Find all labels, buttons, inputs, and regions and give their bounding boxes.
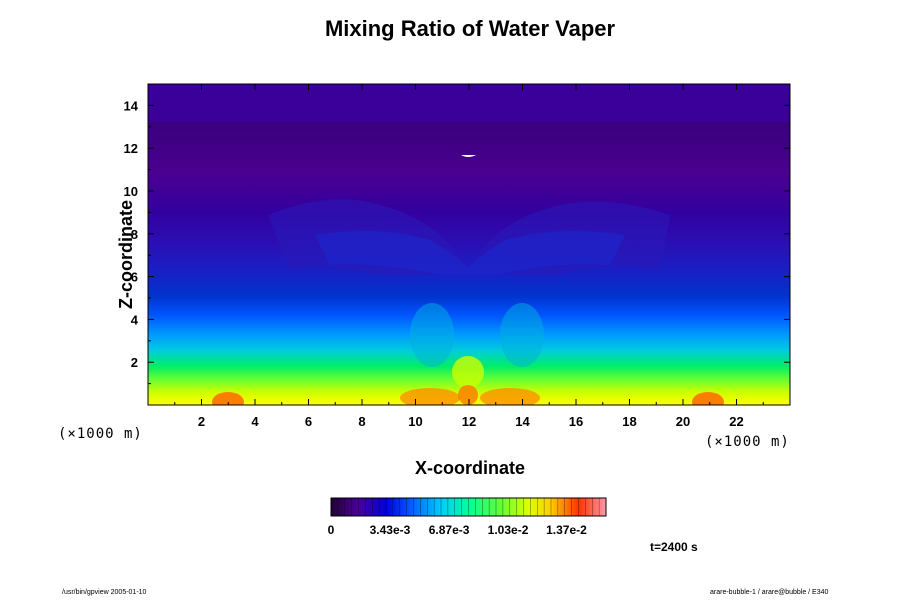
x-tick-label: 10 bbox=[408, 414, 422, 429]
x-tick-label: 8 bbox=[358, 414, 365, 429]
y-axis-ticks: 2 4 6 8 10 12 14 bbox=[124, 98, 790, 385]
colorbar-labels: 0 3.43e-3 6.87e-3 1.03e-2 1.37e-2 bbox=[328, 523, 587, 537]
y-tick-label: 2 bbox=[131, 355, 138, 370]
heatmap-field bbox=[148, 84, 790, 405]
y-tick-label: 12 bbox=[124, 141, 138, 156]
footer-left: /usr/bin/gpview 2005-01-10 bbox=[62, 589, 147, 596]
y-tick-label: 8 bbox=[131, 227, 138, 242]
x-tick-label: 4 bbox=[251, 414, 259, 429]
colorbar-tick-label: 1.37e-2 bbox=[546, 523, 587, 537]
colorbar-divisions bbox=[337, 498, 600, 516]
chart-title: Mixing Ratio of Water Vaper bbox=[324, 16, 616, 41]
colorbar-frame bbox=[330, 497, 607, 517]
footer-right: arare-bubble-1 / arare@bubble / E340 bbox=[710, 589, 829, 596]
x-tick-label: 6 bbox=[305, 414, 312, 429]
x-tick-label: 18 bbox=[622, 414, 636, 429]
x-tick-label: 12 bbox=[462, 414, 476, 429]
y-tick-label: 10 bbox=[124, 184, 138, 199]
colorbar-tick-label: 6.87e-3 bbox=[429, 523, 470, 537]
colorbar-tick-label: 0 bbox=[328, 523, 335, 537]
x-unit-label: (×1000 m) bbox=[705, 434, 790, 450]
x-tick-label: 2 bbox=[198, 414, 205, 429]
x-tick-label: 14 bbox=[515, 414, 530, 429]
x-axis-ticks: 2 4 6 8 10 12 14 16 18 20 22 bbox=[174, 84, 764, 429]
x-tick-label: 16 bbox=[569, 414, 583, 429]
y-axis-label: Z-coordinate bbox=[116, 199, 137, 310]
x-tick-label: 22 bbox=[729, 414, 743, 429]
colorbar-tick-label: 1.03e-2 bbox=[488, 523, 529, 537]
y-tick-label: 4 bbox=[131, 312, 139, 327]
z-unit-label: (×1000 m) bbox=[58, 426, 143, 442]
y-tick-label: 14 bbox=[124, 98, 139, 113]
colorbar-tick-label: 3.43e-3 bbox=[370, 523, 411, 537]
x-tick-label: 20 bbox=[676, 414, 690, 429]
x-axis-label: X-coordinate bbox=[414, 458, 525, 478]
time-label: t=2400 s bbox=[650, 540, 698, 554]
y-tick-label: 6 bbox=[131, 270, 138, 285]
